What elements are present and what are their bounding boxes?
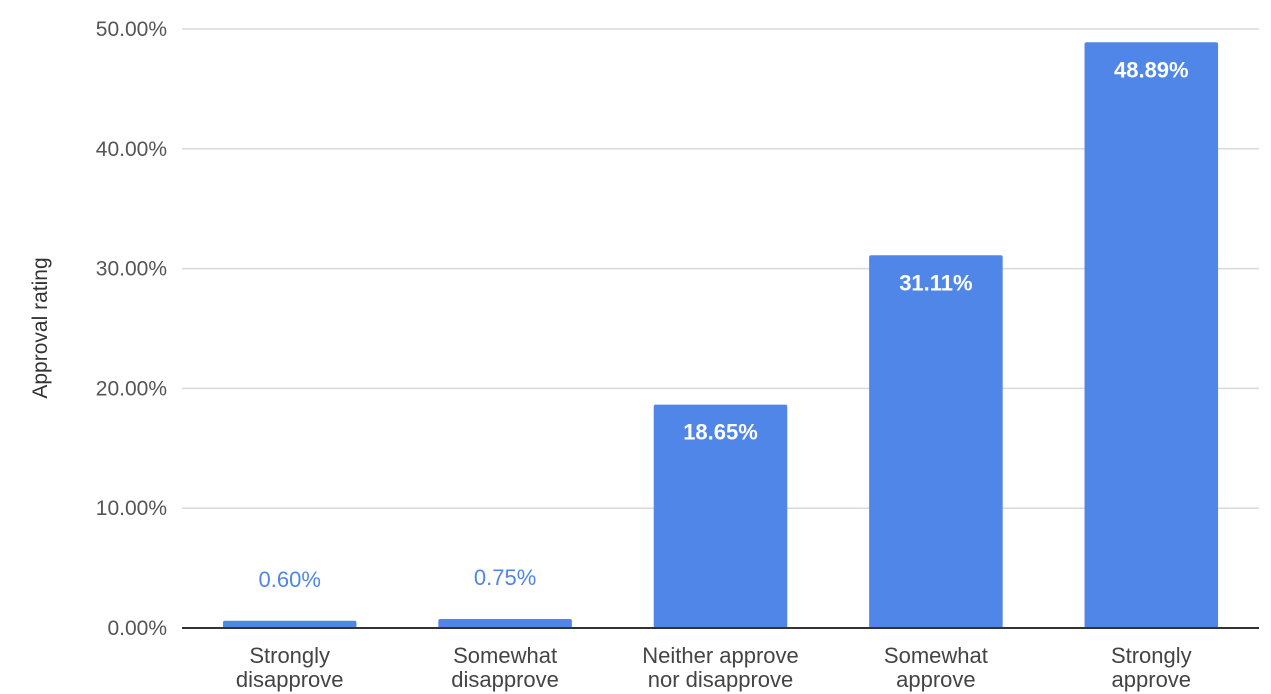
x-category-label: Strongly approve <box>1111 643 1192 692</box>
y-tick-label: 30.00% <box>96 258 167 281</box>
y-axis-label: Approval rating <box>29 257 52 398</box>
y-tick-label: 50.00% <box>96 18 167 41</box>
x-category-label-line: Somewhat <box>453 643 557 668</box>
data-labels: 0.60% 0.75% 18.65% 31.11% 48.89% <box>259 57 1189 592</box>
bar <box>438 619 572 628</box>
x-category-label-line: Somewhat <box>884 643 988 668</box>
bars <box>222 42 1219 629</box>
x-category-label-line: disapprove <box>236 667 344 692</box>
gridlines <box>182 28 1259 509</box>
x-category-label: Somewhat disapprove <box>451 643 559 692</box>
data-label: 0.75% <box>474 565 536 590</box>
x-category-label: Neither approve nor disapprove <box>642 643 799 692</box>
x-category-label-line: Strongly <box>1111 643 1192 668</box>
bar <box>1084 42 1219 629</box>
x-category-label-line: disapprove <box>451 667 559 692</box>
data-label: 48.89% <box>1114 57 1189 82</box>
y-tick-label: 40.00% <box>96 138 167 161</box>
y-tick-label: 20.00% <box>96 377 167 400</box>
x-category-label: Strongly disapprove <box>236 643 344 692</box>
x-category-label-line: Neither approve <box>642 643 799 668</box>
data-label: 0.60% <box>259 567 321 592</box>
bar <box>869 255 1003 629</box>
x-category-label: Somewhat approve <box>884 643 988 692</box>
y-tick-label: 0.00% <box>107 617 167 640</box>
y-axis-ticks: 0.00% 10.00% 20.00% 30.00% 40.00% 50.00% <box>96 18 167 640</box>
data-label: 31.11% <box>899 270 972 295</box>
bar <box>222 620 357 628</box>
x-category-label-line: Strongly <box>249 643 330 668</box>
data-label: 18.65% <box>683 420 758 445</box>
x-category-label-line: approve <box>1112 667 1192 692</box>
x-category-label-line: approve <box>896 667 976 692</box>
bar <box>653 404 788 628</box>
y-tick-label: 10.00% <box>96 497 167 520</box>
x-category-label-line: nor disapprove <box>648 667 794 692</box>
